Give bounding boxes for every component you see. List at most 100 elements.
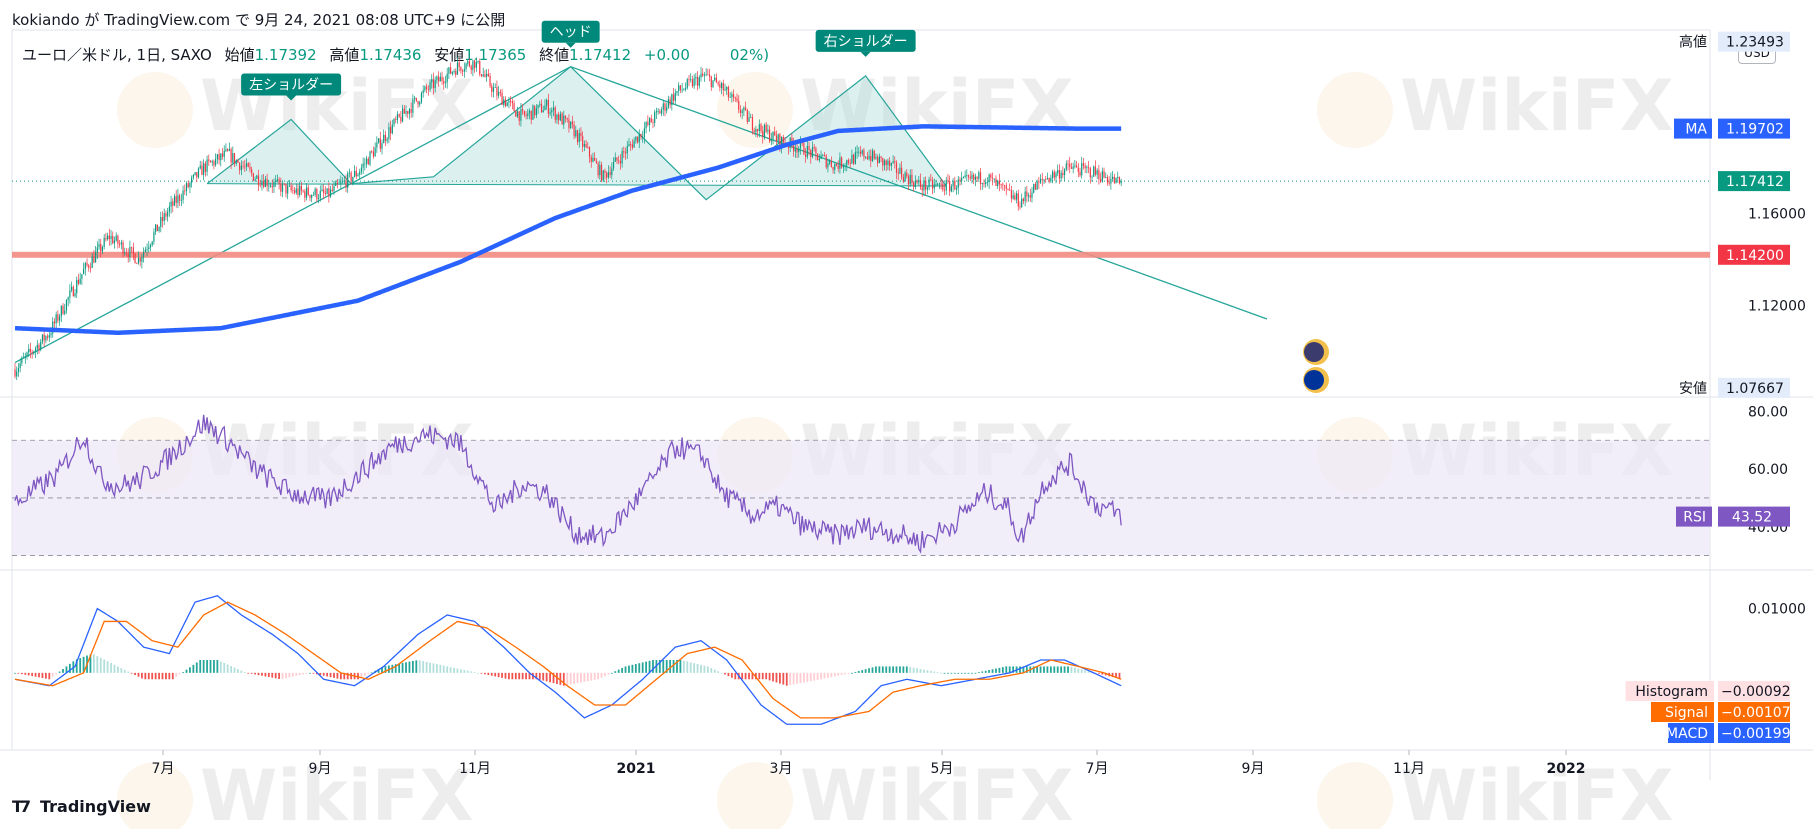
histogram-bar — [285, 672, 287, 679]
candle-body — [237, 160, 239, 163]
candle-body — [815, 148, 817, 154]
open-value: 1.17392 — [254, 46, 317, 64]
price-tick-label: 1.12000 — [1748, 298, 1806, 314]
candle-body — [427, 88, 429, 90]
candle-body — [173, 196, 176, 206]
candle-body — [587, 147, 589, 148]
histogram-bar — [106, 661, 109, 673]
candle-body — [451, 71, 453, 74]
candle-body — [136, 263, 138, 264]
candle-body — [868, 155, 870, 160]
candle-body — [664, 103, 666, 111]
candle-body — [1084, 165, 1086, 169]
histogram-bar — [583, 672, 586, 682]
macd-value-bg — [1718, 681, 1790, 701]
histogram-bar — [1008, 666, 1011, 673]
candle-body — [527, 113, 529, 116]
histogram-bar — [82, 656, 85, 673]
candle-body — [496, 87, 498, 96]
candle-body — [796, 149, 798, 153]
candle-body — [798, 148, 800, 153]
candle-body — [347, 173, 349, 188]
candle-body — [974, 176, 976, 180]
candle-body — [863, 150, 865, 158]
histogram-bar — [768, 672, 771, 681]
candle-body — [621, 151, 623, 164]
price-label-value: 1.23493 — [1726, 35, 1784, 51]
candle-body — [297, 188, 299, 195]
histogram-bar — [717, 671, 720, 673]
change-value: +0.00 — [643, 46, 690, 64]
histogram-bar — [556, 672, 558, 684]
time-tick-label: 9月 — [1242, 761, 1265, 777]
histogram-bar — [38, 672, 40, 678]
histogram-bar — [621, 668, 624, 673]
candle-body — [1118, 176, 1121, 184]
macd-value-bg — [1718, 702, 1790, 722]
histogram-bar — [305, 672, 308, 674]
tradingview-logo: T7 TradingView — [12, 797, 151, 816]
candle-body — [585, 143, 587, 148]
candle-body — [204, 163, 206, 172]
hs-pattern-outline — [206, 65, 947, 201]
candle-body — [343, 180, 345, 182]
candle-body — [498, 91, 500, 96]
candle-body — [196, 172, 198, 178]
candle-body — [1079, 171, 1081, 176]
candle-body — [679, 85, 682, 90]
histogram-bar — [254, 672, 256, 675]
histogram-bar — [202, 660, 205, 673]
candle-body — [331, 189, 333, 191]
time-tick-label: 2021 — [617, 761, 656, 777]
candle-body — [732, 94, 735, 98]
candle-body — [252, 173, 254, 181]
candle-body — [438, 76, 440, 82]
histogram-bar — [480, 672, 483, 674]
candle-body — [642, 136, 644, 138]
candle-body — [859, 151, 862, 154]
candle-body — [583, 143, 585, 147]
candle-body — [515, 111, 517, 117]
candle-body — [45, 336, 47, 341]
candle-body — [288, 185, 290, 187]
macd-value: −0.00107 — [1721, 705, 1791, 721]
candle-body — [453, 71, 455, 72]
histogram-bar — [775, 672, 778, 683]
candle-body — [1051, 171, 1054, 178]
histogram-bar — [586, 672, 589, 682]
candle-body — [635, 136, 637, 141]
histogram-bar — [62, 669, 64, 673]
candle-body — [317, 198, 320, 200]
candle-body — [817, 153, 819, 161]
candle-body — [1048, 177, 1050, 182]
histogram-bar — [929, 670, 932, 673]
histogram-bar — [113, 664, 116, 673]
histogram-bar — [607, 672, 610, 675]
candle-body — [216, 154, 218, 159]
histogram-bar — [418, 660, 421, 673]
candle-body — [1034, 184, 1037, 190]
histogram-bar — [617, 669, 620, 673]
candle-body — [281, 183, 284, 192]
candle-body — [1112, 176, 1114, 179]
candle-body — [943, 189, 946, 191]
histogram-bar — [1063, 666, 1066, 673]
histogram-bar — [312, 672, 315, 674]
histogram-bar — [497, 672, 500, 678]
candle-body — [220, 153, 222, 161]
candle-body — [407, 111, 409, 114]
histogram-bar — [141, 672, 143, 679]
candle-body — [955, 188, 958, 190]
histogram-bar — [257, 672, 260, 676]
price-label-value: 1.07667 — [1726, 381, 1784, 397]
candle-body — [655, 111, 658, 113]
pattern-label: 右ショルダー — [824, 34, 908, 50]
candle-body — [72, 286, 74, 297]
candle-body — [703, 74, 706, 76]
candle-body — [446, 73, 448, 83]
histogram-bar — [604, 672, 606, 677]
candle-body — [861, 150, 863, 154]
candle-body — [1103, 171, 1105, 178]
candle-body — [648, 118, 651, 125]
